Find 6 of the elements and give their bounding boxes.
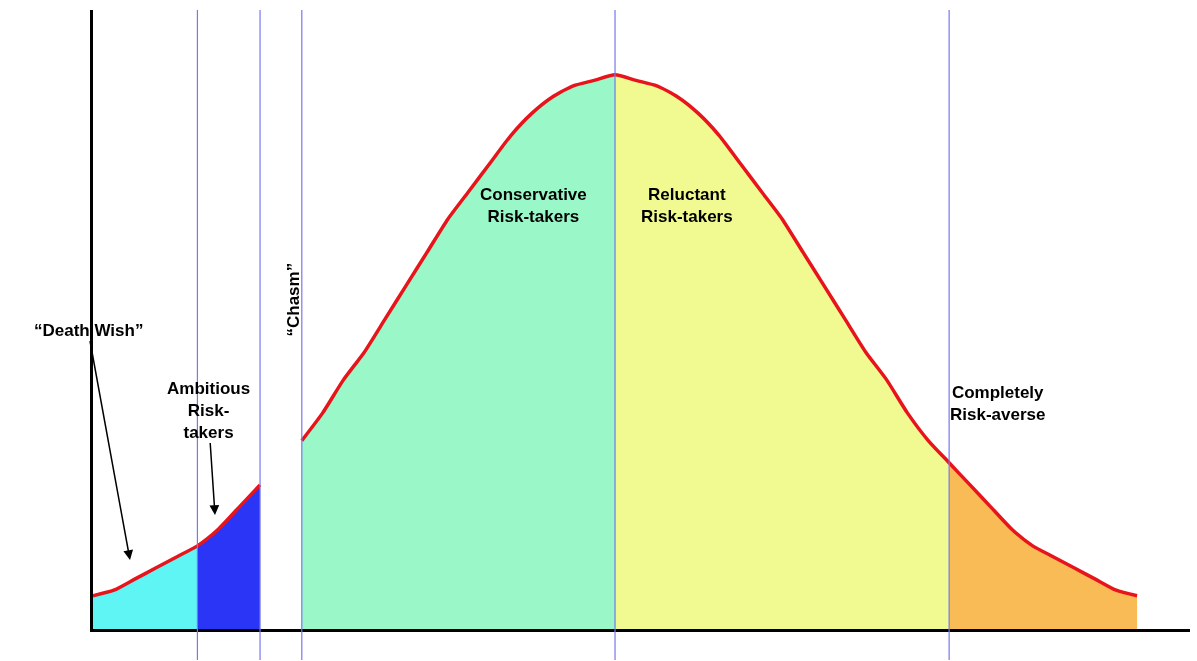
- annotation: Conservative Risk-takers: [480, 185, 587, 227]
- annotation: “Chasm”: [283, 262, 303, 337]
- annotation: Completely Risk-averse: [950, 383, 1046, 425]
- annotation: Reluctant Risk-takers: [641, 185, 733, 227]
- annotation: Ambitious Risk- takers: [167, 379, 251, 443]
- annotation: “Death Wish”: [34, 321, 144, 340]
